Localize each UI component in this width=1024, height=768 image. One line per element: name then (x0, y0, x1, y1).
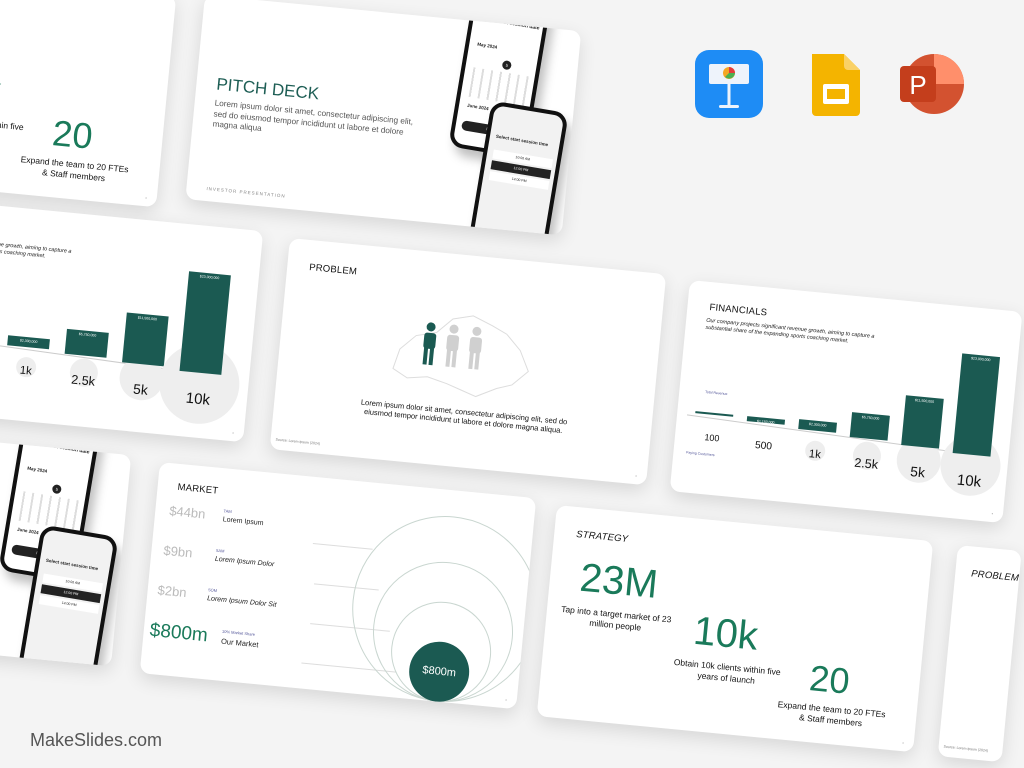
stat-value: 20 (807, 657, 852, 702)
month-label: June 2024 (16, 526, 40, 536)
market-tag: 10% Market Share (221, 628, 256, 637)
person-icon (468, 326, 483, 370)
calendar-grid[interactable] (18, 491, 81, 531)
category-label: 100 (704, 432, 720, 444)
revenue-bar: $11,500,000 (122, 312, 169, 367)
slide-title: STRATEGY (575, 529, 629, 545)
person-icon (445, 324, 460, 368)
revenue-chart: 100$1,150,000500$2,300,0001k$5,750,0002.… (0, 195, 263, 442)
connector-line (312, 543, 373, 550)
source-note: Source: Lorem Ipsum (2024) (275, 437, 321, 446)
bar-label: $23,000,000 (970, 356, 991, 363)
phone-heading: Select start session date (31, 439, 90, 456)
bar-label: $23,000,000 (199, 274, 220, 281)
slide-title: PROBLEM (970, 568, 1020, 584)
slide-financials-partial[interactable]: FINANCIALS Our company projects signific… (0, 195, 264, 443)
category-label: 500 (754, 440, 773, 453)
slide-footer: INVESTOR PRESENTATION (206, 186, 286, 199)
svg-text:P: P (909, 70, 926, 100)
slide-problem-partial[interactable]: PROBLEM Source: Lorem Ipsum (2024) (937, 545, 1022, 763)
revenue-bar: $11,500,000 (901, 395, 944, 449)
month-label: May 2024 (476, 41, 498, 50)
keynote-icon (695, 50, 763, 118)
slide-strategy[interactable]: STRATEGY 23M Tap into a target market of… (536, 505, 934, 753)
powerpoint-icon: P (900, 54, 964, 114)
slide-title: MARKET (177, 481, 219, 497)
phone-heading: Select start session date (481, 15, 540, 32)
market-value-sam: $9bn (162, 542, 194, 561)
market-tag: SAM (215, 547, 225, 554)
market-value-ours: $800m (148, 619, 209, 647)
bar-label: $11,500,000 (137, 315, 158, 322)
bar-label: $5,750,000 (78, 332, 97, 338)
category-label: 1k (808, 448, 822, 462)
slide-title: PROBLEM (308, 262, 358, 278)
bar-label: $11,500,000 (914, 398, 935, 404)
slide-pitch-phones-partial[interactable]: PITCH DECK Lorem ipsum dolor sit amet, c… (0, 419, 132, 667)
stat-caption: Obtain 10k clients within five years of … (673, 656, 782, 686)
market-value-som: $2bn (157, 582, 188, 601)
revenue-bar: $5,750,000 (64, 328, 109, 358)
slide-financials[interactable]: FINANCIALS Our company projects signific… (669, 280, 1023, 524)
month-label: May 2024 (26, 465, 48, 474)
person-icon (422, 322, 437, 366)
bar-label: $5,750,000 (861, 415, 880, 421)
market-label: Lorem Ipsum Dolor (214, 555, 275, 569)
slide-problem[interactable]: PROBLEM Lorem ipsum dolor sit amet, cons… (269, 238, 667, 486)
market-label: Lorem Ipsum (222, 516, 264, 528)
stat-caption: Expand the team to 20 FTEs & Staff membe… (777, 699, 887, 728)
category-label: 1k (19, 364, 33, 378)
market-label: Lorem Ipsum Dolor Sit (206, 595, 277, 609)
market-tag: SOM (207, 587, 218, 594)
stat-value: 23M (578, 555, 660, 607)
category-label: 2.5k (70, 372, 96, 389)
revenue-bar: $23,000,000 (952, 353, 1001, 457)
bar-label: $2,300,000 (808, 422, 827, 428)
stat-caption: Tap into a target market of 23 million p… (560, 603, 672, 633)
market-value-tam: $44bn (168, 503, 207, 522)
bar-label: $2,300,000 (19, 338, 38, 345)
source-note: Source: Lorem Ipsum (2024) (943, 744, 989, 753)
revenue-bar: $5,750,000 (849, 412, 890, 441)
google-slides-icon (812, 54, 860, 116)
stat-value: 10k (0, 63, 3, 114)
stat-value: 20 (50, 112, 95, 157)
page-number: • (635, 473, 638, 479)
stat-caption: Expand the team to 20 FTEs & Staff membe… (20, 154, 130, 183)
phone-heading: Select start session time (45, 557, 99, 572)
page-number: • (145, 195, 148, 201)
page-number: • (902, 740, 905, 746)
category-label: 2.5k (853, 455, 879, 472)
slide-description: Lorem ipsum dolor sit amet, consectetur … (212, 98, 414, 137)
slide-strategy-partial[interactable]: STRATEGY 23M Tap into a target market of… (0, 0, 177, 208)
map-outline (392, 315, 529, 398)
market-label: Our Market (220, 636, 259, 650)
slide-market[interactable]: MARKET $44bn TAM Lorem Ipsum $9bn SAM Lo… (139, 462, 537, 710)
phone-heading: Select start session time (495, 133, 549, 148)
market-tag: TAM (223, 508, 232, 515)
selected-day[interactable]: 5 (501, 59, 512, 71)
stat-caption: Obtain 10k clients within five years of … (0, 112, 25, 133)
month-label: June 2024 (466, 102, 490, 112)
selected-day[interactable]: 5 (51, 483, 62, 495)
calendar-grid[interactable] (468, 67, 531, 107)
page-number: • (505, 697, 508, 703)
brand-watermark: MakeSlides.com (30, 730, 163, 750)
slide-pitch-deck[interactable]: PITCH DECK Lorem ipsum dolor sit amet, c… (185, 0, 582, 236)
stat-value: 10k (691, 608, 760, 659)
